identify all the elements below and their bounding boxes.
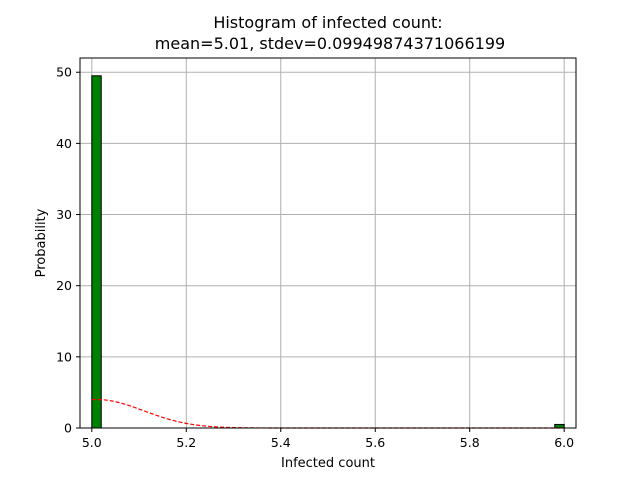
histogram-bar xyxy=(91,75,102,429)
normal-density-line xyxy=(91,398,565,429)
density-curve xyxy=(91,398,565,429)
x-tick-label: 5.0 xyxy=(82,435,102,450)
y-axis-label: Probability xyxy=(34,208,49,277)
y-tick-label: 10 xyxy=(56,349,72,364)
x-tick-label: 5.2 xyxy=(176,435,196,450)
x-tick-label: 6.0 xyxy=(554,435,574,450)
x-tick-label: 5.6 xyxy=(365,435,385,450)
y-axis-ticks: 0 10 20 30 40 50 xyxy=(56,65,80,436)
x-axis-ticks: 5.0 5.2 5.4 5.6 5.8 6.0 xyxy=(82,428,574,450)
chart-title-line2: mean=5.01, stdev=0.09949874371066199 xyxy=(155,34,505,53)
y-tick-label: 0 xyxy=(64,421,72,436)
y-tick-label: 20 xyxy=(56,278,72,293)
x-axis-label: Infected count xyxy=(281,456,375,471)
chart-title-line1: Histogram of infected count: xyxy=(213,13,442,32)
plot-frame xyxy=(79,57,577,429)
x-tick-label: 5.8 xyxy=(460,435,480,450)
x-tick-label: 5.4 xyxy=(271,435,291,450)
y-tick-label: 40 xyxy=(56,136,72,151)
y-tick-label: 50 xyxy=(56,65,72,80)
grid-lines xyxy=(80,58,576,429)
y-tick-label: 30 xyxy=(56,207,72,222)
histogram-bars xyxy=(91,75,565,429)
